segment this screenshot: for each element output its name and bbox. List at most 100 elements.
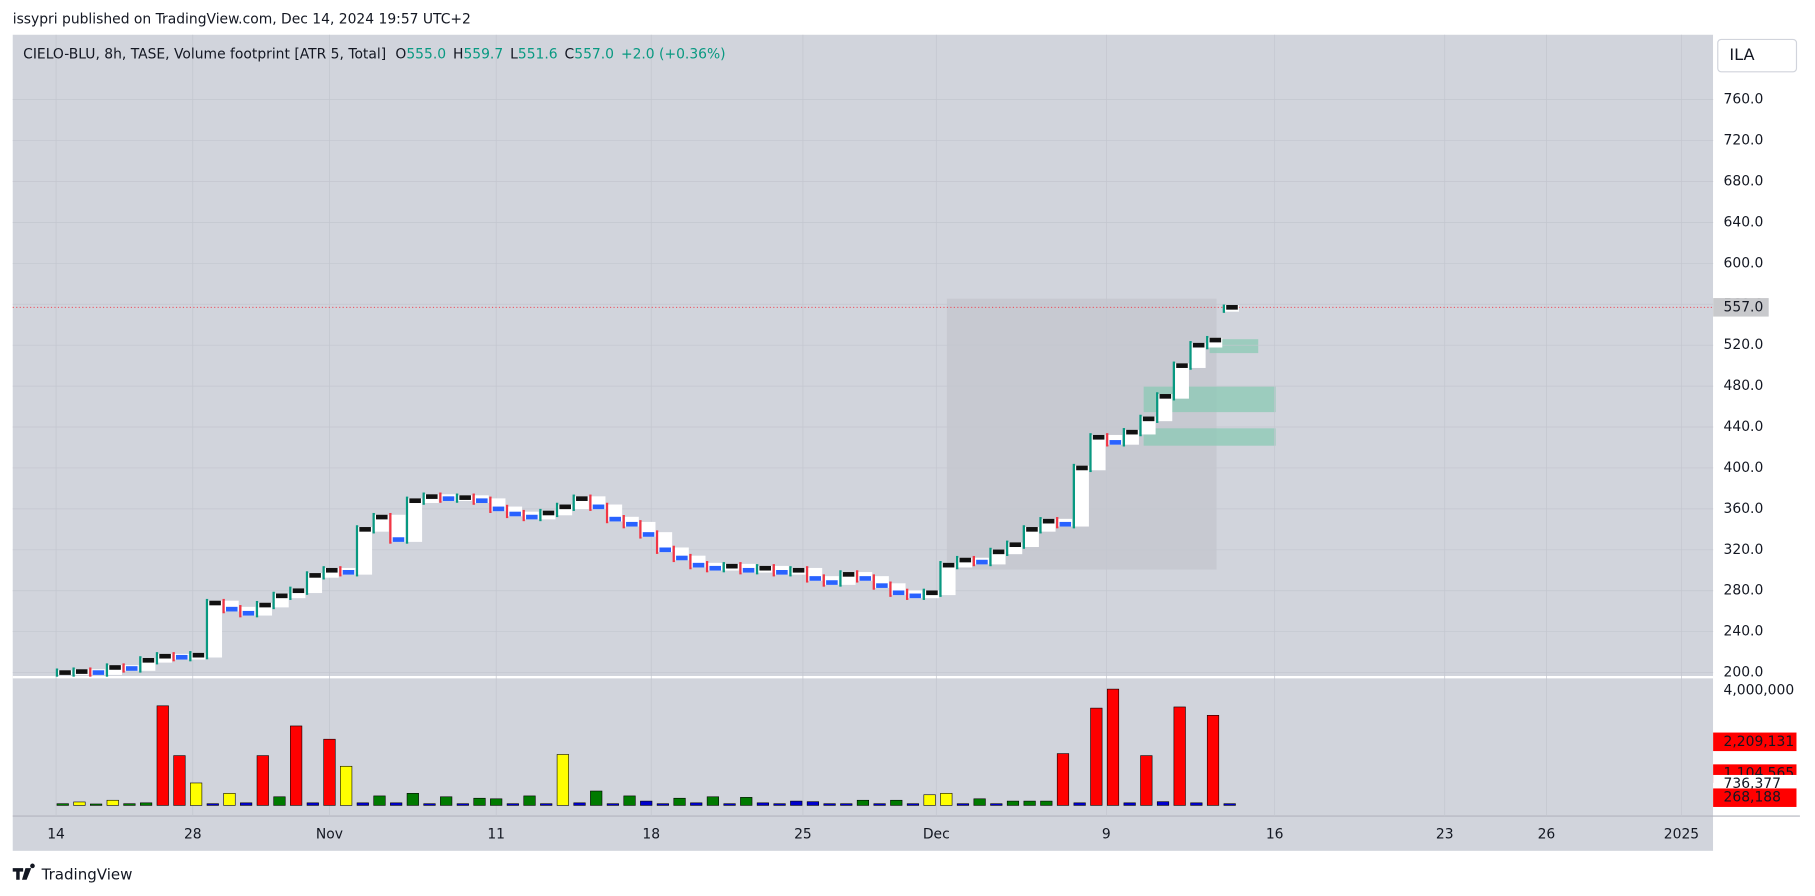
volume-bar <box>990 803 1003 806</box>
candle-poc <box>609 516 621 522</box>
candle-poc <box>476 498 488 504</box>
volume-bar <box>306 802 319 806</box>
candle-poc <box>376 514 388 520</box>
tv-logo <box>12 863 35 880</box>
candle-poc <box>976 559 988 565</box>
volume-bar <box>540 803 553 806</box>
y-tick-label: 400.0 <box>1724 460 1764 476</box>
candle-poc <box>992 549 1005 555</box>
volume-bar <box>1223 803 1236 806</box>
candle-body <box>1091 434 1106 471</box>
volume-bar <box>223 793 236 806</box>
footer-brand: TradingView <box>41 866 133 884</box>
volume-bar <box>256 755 269 806</box>
last-price-tag <box>1713 298 1769 317</box>
change: +2.0 (+0.36%) <box>621 46 726 62</box>
ohlc-value: 557.0 <box>574 46 614 62</box>
candle-poc <box>1076 465 1088 471</box>
volume-bar <box>273 796 286 806</box>
candle-poc <box>492 506 505 512</box>
candle-poc <box>342 570 355 575</box>
symbol-legend: CIELO-BLU, 8h, TASE, Volume footprint [A… <box>23 46 725 62</box>
volume-bar <box>1206 715 1220 806</box>
x-tick-label: 14 <box>47 827 65 843</box>
x-tick-label: Nov <box>316 827 343 843</box>
candle-body <box>624 516 639 527</box>
candle-poc <box>1226 305 1238 310</box>
volume-bar <box>890 799 903 806</box>
candle-poc <box>526 514 538 520</box>
volume-bar <box>823 803 836 806</box>
candle-poc <box>759 565 772 571</box>
volume-bar <box>206 803 219 806</box>
volume-bar <box>856 799 870 806</box>
candle-poc <box>75 669 88 674</box>
candle-poc <box>1109 440 1122 445</box>
y-tick-label: 200.0 <box>1724 665 1764 681</box>
candle-poc <box>1026 527 1038 532</box>
x-tick-label: 2025 <box>1664 827 1699 843</box>
candle-poc <box>326 567 338 573</box>
volume-bar <box>290 725 303 806</box>
volume-bar <box>340 765 353 806</box>
volume-marker-label: 268,188 <box>1724 790 1781 806</box>
chart-layer: 200.0 240.0 280.0 320.0 360.0 400.0 440.0 480.0… <box>12 34 1797 843</box>
volume-bar <box>840 803 853 806</box>
candle-body <box>1191 342 1206 368</box>
candle-body <box>391 514 406 542</box>
ohlc-value: 551.6 <box>518 46 558 62</box>
candle-poc <box>742 567 755 573</box>
candle-poc <box>175 654 188 660</box>
candle-poc <box>509 511 521 517</box>
volume-marker-label: 2,209,131 <box>1724 734 1795 750</box>
candle-poc <box>926 590 938 596</box>
x-tick-label: 23 <box>1436 827 1454 843</box>
volume-bar <box>423 803 436 806</box>
volume-bar <box>373 795 386 806</box>
candle-poc <box>1092 434 1105 440</box>
candle-body <box>208 600 223 658</box>
ohlc-label: O <box>395 46 406 62</box>
volume-bar <box>323 738 336 806</box>
volume-bar <box>723 803 736 806</box>
candle-poc <box>692 562 705 568</box>
volume-bar <box>1123 802 1136 806</box>
candle-body <box>1108 434 1123 445</box>
candle-poc <box>1209 337 1222 343</box>
candle-poc <box>275 593 288 599</box>
currency[interactable]: ILA <box>1729 45 1754 64</box>
candle-poc <box>959 557 972 563</box>
volume-bar <box>956 803 970 806</box>
volume-bar <box>1140 755 1153 806</box>
candle-poc <box>1176 363 1188 368</box>
volume-marker-tag <box>1713 788 1797 807</box>
currency-box[interactable] <box>1717 38 1798 73</box>
volume-bar <box>906 803 920 806</box>
volume-bar <box>156 705 169 806</box>
volume-bar <box>740 797 753 806</box>
candle-poc <box>659 547 671 553</box>
volume-bar <box>640 800 653 806</box>
volume-bar <box>606 803 619 806</box>
candle-body <box>358 527 373 575</box>
volume-bar <box>756 802 769 806</box>
last-price-label: 557.0 <box>1724 299 1764 315</box>
candle-body <box>108 665 123 675</box>
candle-poc <box>309 573 321 578</box>
candle-body <box>1175 363 1189 399</box>
volume-marker-tag <box>1713 732 1797 752</box>
candle-body <box>1158 394 1173 422</box>
candle-body <box>1008 542 1023 555</box>
candle-poc <box>359 527 371 532</box>
volume-bar <box>790 800 803 806</box>
volume-bar <box>190 782 203 806</box>
candle-body <box>891 583 906 596</box>
candle-body <box>874 576 889 588</box>
plot-background <box>12 34 1714 851</box>
candle-poc <box>209 600 221 606</box>
y-tick-label: 360.0 <box>1724 501 1764 517</box>
ohlc-value: 555.0 <box>406 46 446 62</box>
candle-poc <box>942 562 955 568</box>
candle-poc <box>225 606 238 612</box>
